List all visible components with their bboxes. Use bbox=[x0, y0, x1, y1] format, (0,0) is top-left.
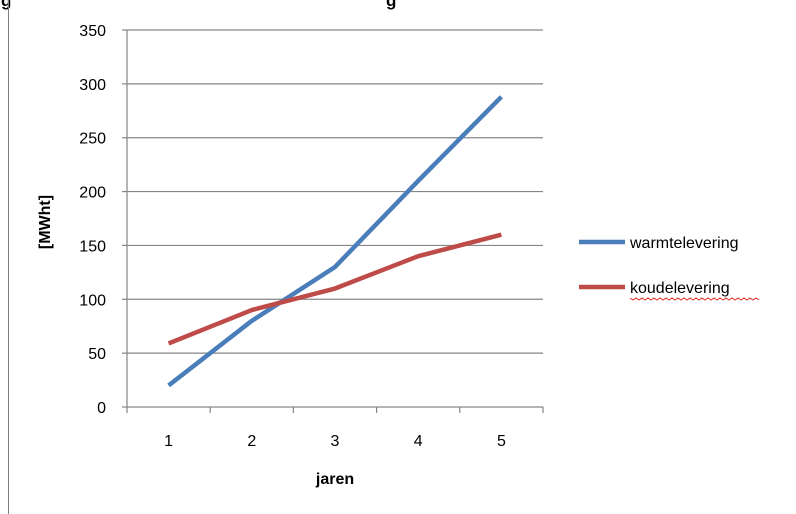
y-tick-label: 150 bbox=[79, 238, 106, 255]
y-tick-label: 300 bbox=[79, 77, 106, 94]
series-line-warmtelevering bbox=[167, 95, 503, 388]
y-axis-label: [MWht] bbox=[37, 195, 54, 249]
legend-label-warmtelevering: warmtelevering bbox=[629, 235, 738, 252]
title-fragment-left: g bbox=[1, 0, 12, 10]
x-tick-labels: 1 2 3 4 5 bbox=[164, 433, 506, 450]
legend: warmtelevering koudelevering bbox=[579, 235, 760, 301]
axes bbox=[122, 29, 544, 413]
gridlines bbox=[127, 29, 543, 354]
legend-label-koudelevering: koudelevering bbox=[630, 280, 730, 297]
x-axis-label: jaren bbox=[315, 471, 354, 488]
x-tick-label: 2 bbox=[247, 433, 256, 450]
title-fragment-right: g bbox=[386, 0, 397, 10]
y-tick-label: 200 bbox=[79, 185, 106, 202]
y-tick-label: 250 bbox=[79, 131, 106, 148]
title-strip: g g bbox=[0, 0, 796, 14]
y-tick-label: 350 bbox=[79, 23, 106, 40]
spellcheck-underline bbox=[629, 297, 760, 301]
y-tick-label: 0 bbox=[97, 400, 106, 417]
x-tick-label: 3 bbox=[331, 433, 340, 450]
x-tick-label: 4 bbox=[414, 433, 423, 450]
x-tick-label: 5 bbox=[497, 433, 506, 450]
y-tick-labels: 0 50 100 150 200 250 300 350 bbox=[79, 23, 106, 417]
series-line-koudelevering bbox=[167, 232, 502, 346]
x-tick-label: 1 bbox=[164, 433, 173, 450]
y-tick-label: 50 bbox=[88, 346, 106, 363]
y-tick-label: 100 bbox=[79, 292, 106, 309]
series-lines bbox=[167, 95, 503, 388]
chart-frame bbox=[8, 0, 796, 514]
